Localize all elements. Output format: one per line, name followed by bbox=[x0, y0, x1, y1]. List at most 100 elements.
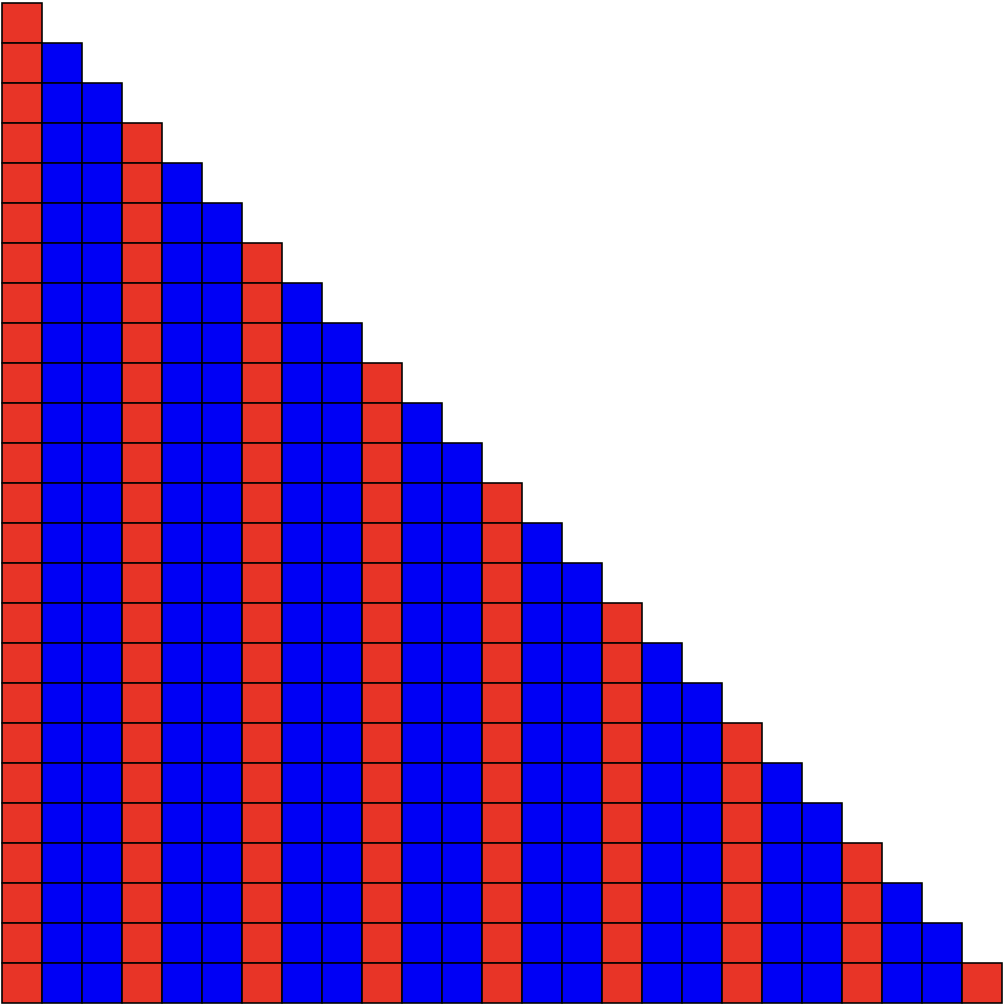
grid-cell-red bbox=[1, 642, 43, 684]
grid-cell-blue bbox=[161, 362, 203, 404]
grid-cell-blue bbox=[321, 802, 363, 844]
grid-cell-blue bbox=[321, 882, 363, 924]
grid-cell-blue bbox=[81, 202, 123, 244]
grid-cell-blue bbox=[641, 962, 683, 1004]
grid-cell-blue bbox=[161, 562, 203, 604]
grid-cell-blue bbox=[561, 842, 603, 884]
grid-cell-blue bbox=[81, 962, 123, 1004]
grid-cell-blue bbox=[321, 602, 363, 644]
grid-cell-blue bbox=[561, 962, 603, 1004]
grid-cell-red bbox=[481, 922, 523, 964]
grid-cell-blue bbox=[41, 362, 83, 404]
grid-cell-blue bbox=[41, 202, 83, 244]
grid-cell-red bbox=[601, 842, 643, 884]
grid-cell-blue bbox=[41, 282, 83, 324]
grid-cell-red bbox=[121, 362, 163, 404]
grid-cell-red bbox=[121, 122, 163, 164]
grid-cell-blue bbox=[761, 842, 803, 884]
grid-cell-blue bbox=[281, 882, 323, 924]
grid-cell-red bbox=[1, 122, 43, 164]
grid-cell-red bbox=[481, 722, 523, 764]
grid-cell-blue bbox=[201, 322, 243, 364]
grid-cell-blue bbox=[201, 842, 243, 884]
grid-cell-red bbox=[361, 482, 403, 524]
grid-cell-red bbox=[241, 362, 283, 404]
grid-cell-red bbox=[481, 562, 523, 604]
grid-cell-blue bbox=[521, 602, 563, 644]
grid-cell-blue bbox=[881, 922, 923, 964]
grid-cell-blue bbox=[281, 322, 323, 364]
grid-cell-blue bbox=[521, 962, 563, 1004]
grid-cell-blue bbox=[321, 522, 363, 564]
grid-cell-red bbox=[1, 962, 43, 1004]
grid-cell-blue bbox=[761, 922, 803, 964]
grid-cell-blue bbox=[561, 882, 603, 924]
grid-cell-blue bbox=[401, 922, 443, 964]
grid-cell-blue bbox=[281, 602, 323, 644]
grid-cell-red bbox=[1, 442, 43, 484]
grid-cell-blue bbox=[41, 762, 83, 804]
grid-cell-red bbox=[601, 682, 643, 724]
grid-cell-red bbox=[1, 882, 43, 924]
grid-cell-blue bbox=[521, 802, 563, 844]
grid-cell-red bbox=[721, 842, 763, 884]
grid-cell-red bbox=[121, 842, 163, 884]
grid-cell-blue bbox=[201, 482, 243, 524]
grid-cell-blue bbox=[281, 442, 323, 484]
grid-cell-blue bbox=[641, 762, 683, 804]
grid-cell-red bbox=[361, 962, 403, 1004]
grid-cell-blue bbox=[641, 922, 683, 964]
grid-cell-blue bbox=[81, 602, 123, 644]
grid-cell-blue bbox=[401, 762, 443, 804]
grid-cell-blue bbox=[561, 922, 603, 964]
grid-cell-blue bbox=[321, 842, 363, 884]
grid-cell-blue bbox=[161, 162, 203, 204]
grid-cell-red bbox=[241, 802, 283, 844]
grid-cell-red bbox=[481, 682, 523, 724]
grid-cell-blue bbox=[441, 522, 483, 564]
grid-cell-blue bbox=[161, 802, 203, 844]
grid-cell-blue bbox=[401, 562, 443, 604]
grid-cell-red bbox=[841, 842, 883, 884]
grid-cell-blue bbox=[41, 962, 83, 1004]
grid-cell-red bbox=[121, 202, 163, 244]
grid-cell-blue bbox=[441, 482, 483, 524]
grid-cell-red bbox=[241, 642, 283, 684]
grid-cell-blue bbox=[281, 522, 323, 564]
grid-cell-red bbox=[481, 602, 523, 644]
grid-cell-red bbox=[961, 962, 1003, 1004]
grid-cell-blue bbox=[681, 842, 723, 884]
grid-cell-blue bbox=[201, 762, 243, 804]
grid-cell-blue bbox=[281, 562, 323, 604]
grid-cell-blue bbox=[81, 682, 123, 724]
grid-cell-blue bbox=[401, 802, 443, 844]
grid-cell-red bbox=[121, 282, 163, 324]
grid-cell-blue bbox=[441, 442, 483, 484]
grid-cell-red bbox=[121, 722, 163, 764]
grid-cell-blue bbox=[921, 922, 963, 964]
grid-cell-blue bbox=[81, 242, 123, 284]
grid-cell-red bbox=[361, 762, 403, 804]
grid-cell-red bbox=[121, 442, 163, 484]
grid-cell-blue bbox=[561, 802, 603, 844]
grid-cell-red bbox=[1, 802, 43, 844]
grid-cell-red bbox=[241, 722, 283, 764]
grid-cell-blue bbox=[161, 882, 203, 924]
grid-cell-red bbox=[361, 682, 403, 724]
grid-cell-red bbox=[241, 962, 283, 1004]
grid-cell-blue bbox=[441, 882, 483, 924]
grid-cell-blue bbox=[321, 402, 363, 444]
grid-cell-red bbox=[481, 642, 523, 684]
grid-cell-blue bbox=[561, 642, 603, 684]
grid-cell-red bbox=[121, 882, 163, 924]
grid-cell-red bbox=[841, 882, 883, 924]
grid-cell-blue bbox=[761, 762, 803, 804]
grid-cell-red bbox=[361, 842, 403, 884]
grid-cell-blue bbox=[681, 722, 723, 764]
grid-cell-blue bbox=[281, 402, 323, 444]
grid-cell-red bbox=[1, 2, 43, 44]
grid-cell-red bbox=[241, 442, 283, 484]
grid-cell-blue bbox=[321, 962, 363, 1004]
grid-cell-blue bbox=[161, 842, 203, 884]
